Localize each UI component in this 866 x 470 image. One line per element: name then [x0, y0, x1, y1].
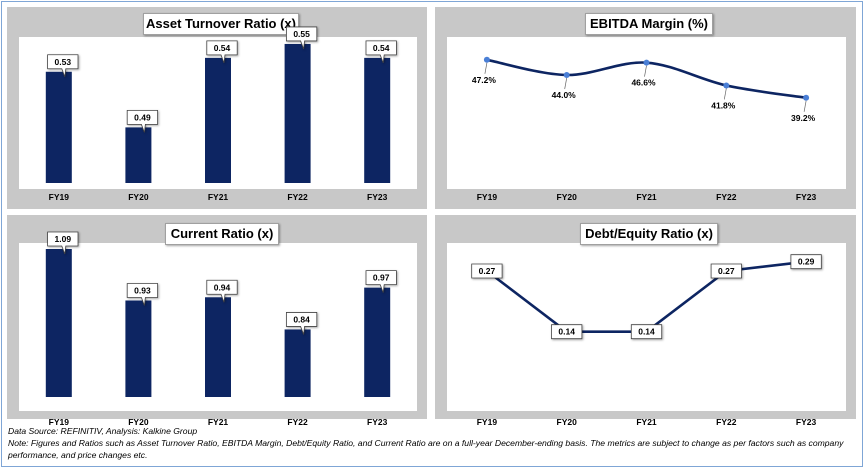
svg-text:0.84: 0.84 [293, 314, 310, 324]
point-fy23 [803, 94, 810, 101]
asset-turnover-title: Asset Turnover Ratio (x) [143, 13, 299, 35]
leader-line-fy20 [564, 77, 568, 90]
x-tick-label-fy23: FY23 [796, 192, 817, 202]
x-tick-label-fy23: FY23 [796, 417, 817, 427]
data-label-fy23: 0.29 [790, 254, 822, 270]
data-label-fy22: 0.27 [710, 263, 742, 279]
data-label-fy21: 0.14 [630, 324, 663, 340]
x-tick-label-fy23: FY23 [367, 192, 388, 202]
x-tick-label-fy21: FY21 [208, 417, 229, 427]
x-tick-label-fy22: FY22 [716, 192, 737, 202]
x-tick-label-fy19: FY19 [49, 417, 70, 427]
data-label-fy23: 39.2% [791, 113, 816, 123]
svg-text:0.14: 0.14 [558, 327, 575, 337]
data-label-fy19: 0.27 [471, 263, 503, 279]
point-fy21 [643, 59, 650, 66]
x-tick-label-fy20: FY20 [128, 192, 149, 202]
x-tick-label-fy21: FY21 [636, 417, 657, 427]
x-tick-label-fy22: FY22 [716, 417, 737, 427]
series-line [486, 260, 807, 333]
point-fy19 [483, 56, 490, 63]
svg-text:0.27: 0.27 [479, 266, 496, 276]
svg-text:0.93: 0.93 [134, 285, 151, 295]
svg-text:44.0%: 44.0% [552, 90, 577, 100]
x-tick-label-fy19: FY19 [477, 417, 498, 427]
bar-fy23 [364, 57, 391, 183]
data-label-fy23: 0.54 [365, 40, 397, 63]
x-tick-label-fy20: FY20 [128, 417, 149, 427]
svg-text:0.14: 0.14 [638, 327, 655, 337]
bar-fy20 [125, 300, 152, 397]
svg-text:0.54: 0.54 [373, 43, 390, 53]
bar-fy21 [205, 297, 231, 397]
x-tick-label-fy20: FY20 [557, 417, 578, 427]
asset-turnover-chart: FY19 FY20 FY21 FY22 FY23 0.53 0.49 0.54 0.55 0.54 [45, 26, 397, 202]
bar-fy22 [284, 43, 311, 184]
data-label-fy19: 1.09 [47, 231, 79, 255]
bar-fy19 [45, 71, 72, 183]
data-label-fy22: 0.55 [286, 26, 318, 50]
svg-text:1.09: 1.09 [55, 234, 72, 244]
data-label-fy19: 0.53 [47, 54, 79, 77]
current-ratio-panel: Current Ratio (x) FY19 FY20 FY21 FY22 FY23 1.… [7, 215, 427, 427]
bar-fy22 [284, 329, 311, 397]
data-label-fy19: 47.2% [472, 75, 497, 85]
bar-fy19 [45, 249, 72, 397]
svg-text:0.55: 0.55 [293, 29, 310, 39]
data-label-fy20: 0.14 [551, 324, 583, 340]
data-label-fy21: 0.54 [206, 40, 238, 63]
svg-text:0.53: 0.53 [55, 57, 72, 67]
data-label-fy22: 0.84 [286, 312, 318, 335]
x-tick-label-fy23: FY23 [367, 417, 388, 427]
data-label-fy23: 0.97 [365, 270, 397, 293]
svg-text:47.2%: 47.2% [472, 75, 497, 85]
svg-text:46.6%: 46.6% [631, 78, 656, 88]
data-label-fy21: 46.6% [631, 78, 656, 88]
svg-text:0.97: 0.97 [373, 273, 390, 283]
leader-line-fy21 [644, 65, 647, 77]
debt-equity-title: Debt/Equity Ratio (x) [580, 223, 718, 245]
x-tick-label-fy20: FY20 [557, 192, 578, 202]
current-ratio-title: Current Ratio (x) [165, 223, 279, 245]
ebitda-margin-title: EBITDA Margin (%) [585, 13, 713, 35]
data-label-fy22: 41.8% [711, 100, 736, 110]
leader-line-fy19 [484, 62, 488, 74]
svg-text:0.29: 0.29 [798, 257, 815, 267]
svg-text:0.54: 0.54 [214, 43, 231, 53]
leader-line-fy23 [803, 100, 807, 112]
ebitda-margin-panel: EBITDA Margin (%) FY19 FY20 FY21 FY22 FY23 47… [435, 7, 856, 209]
x-tick-label-fy21: FY21 [636, 192, 657, 202]
x-tick-label-fy19: FY19 [49, 192, 70, 202]
x-tick-label-fy22: FY22 [287, 192, 308, 202]
x-tick-label-fy22: FY22 [287, 417, 308, 427]
data-source-text: Data Source: REFINITIV, Analysis: Kalkin… [8, 426, 198, 436]
svg-text:39.2%: 39.2% [791, 113, 816, 123]
bar-fy23 [364, 287, 391, 397]
footnote: Data Source: REFINITIV, Analysis: Kalkin… [8, 425, 858, 461]
data-label-fy20: 44.0% [552, 90, 577, 100]
svg-text:0.27: 0.27 [718, 266, 735, 276]
ebitda-margin-chart: FY19 FY20 FY21 FY22 FY23 47.2% 44.0% 46.6% 41.8%… [472, 56, 817, 202]
asset-turnover-panel: Asset Turnover Ratio (x) FY19 FY20 FY21 FY2… [7, 7, 427, 209]
x-tick-label-fy19: FY19 [477, 192, 498, 202]
leader-line-fy22 [723, 88, 727, 100]
svg-text:0.49: 0.49 [134, 112, 151, 122]
current-ratio-chart: FY19 FY20 FY21 FY22 FY23 1.09 0.93 0.94 0.84 0.97 [45, 231, 397, 427]
debt-equity-panel: Debt/Equity Ratio (x) FY19 FY20 FY21 FY22 FY… [435, 215, 856, 427]
note-text: Note: Figures and Ratios such as Asset T… [8, 438, 844, 460]
data-label-fy20: 0.93 [126, 283, 158, 306]
x-tick-label-fy21: FY21 [208, 192, 229, 202]
svg-text:0.94: 0.94 [214, 282, 231, 292]
svg-text:41.8%: 41.8% [711, 100, 736, 110]
point-fy20 [563, 72, 570, 78]
debt-equity-chart: FY19 FY20 FY21 FY22 FY23 0.27 0.14 0.14 0.27 0.29 [471, 254, 822, 427]
bar-fy21 [205, 57, 231, 183]
point-fy22 [723, 82, 730, 89]
data-label-fy20: 0.49 [126, 109, 158, 133]
data-label-fy21: 0.94 [206, 279, 238, 303]
bar-fy20 [125, 127, 152, 183]
